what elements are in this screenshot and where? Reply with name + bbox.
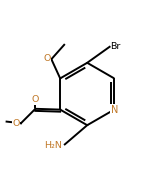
Text: O: O [13, 119, 20, 128]
Text: O: O [32, 96, 39, 105]
Text: H₂N: H₂N [44, 141, 62, 150]
Text: N: N [111, 105, 118, 115]
Text: Br: Br [110, 42, 121, 51]
Text: O: O [43, 54, 51, 63]
